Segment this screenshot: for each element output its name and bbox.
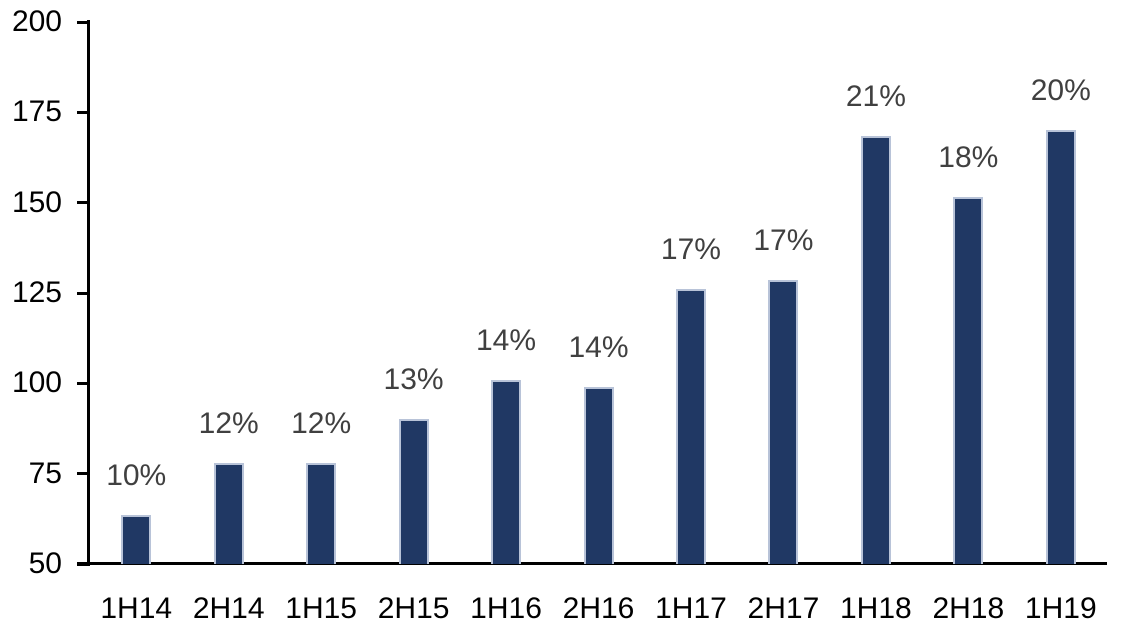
x-axis-label-1h17: 1H17 bbox=[655, 592, 727, 625]
y-axis-tick bbox=[77, 201, 90, 205]
y-axis-tick bbox=[77, 381, 90, 385]
bar-2h18 bbox=[953, 197, 984, 564]
y-axis-tick-label: 50 bbox=[28, 547, 62, 580]
x-axis-label-1h15: 1H15 bbox=[285, 592, 357, 625]
y-axis-tick bbox=[77, 20, 90, 24]
bar-1h15 bbox=[306, 462, 337, 564]
bar-value-label-2h15: 13% bbox=[383, 363, 444, 397]
y-axis-tick-label: 100 bbox=[11, 366, 62, 400]
y-axis-tick-label: 75 bbox=[28, 456, 62, 490]
bar-value-label-1h17: 17% bbox=[660, 233, 721, 267]
bar-value-label-1h14: 10% bbox=[106, 459, 167, 493]
bar-2h17 bbox=[768, 280, 799, 564]
y-axis-tick-label: 175 bbox=[11, 95, 62, 129]
x-axis-label-2h18: 2H18 bbox=[932, 592, 1005, 625]
y-axis-tick bbox=[77, 110, 90, 114]
y-axis-tick-label: 150 bbox=[11, 185, 62, 219]
x-axis-label-2h17: 2H17 bbox=[747, 592, 820, 625]
bar-1h18 bbox=[860, 135, 891, 564]
y-axis-tick bbox=[77, 562, 90, 566]
x-axis-label-1h19: 1H19 bbox=[1024, 592, 1097, 625]
x-axis-label-2h14: 2H14 bbox=[192, 592, 265, 625]
x-axis-label-2h16: 2H16 bbox=[562, 592, 635, 625]
y-axis-tick-label: 125 bbox=[11, 276, 62, 309]
x-axis-label-1h16: 1H16 bbox=[470, 592, 542, 625]
bar-2h14 bbox=[213, 462, 244, 564]
bar-value-label-1h16: 14% bbox=[476, 323, 537, 357]
y-axis-tick-label: 200 bbox=[11, 5, 62, 38]
bar-1h17 bbox=[675, 289, 706, 564]
x-axis-label-1h14: 1H14 bbox=[100, 592, 173, 625]
y-axis-tick bbox=[77, 291, 90, 295]
x-axis-label-2h15: 2H15 bbox=[377, 592, 450, 625]
bar-value-label-2h16: 14% bbox=[568, 330, 629, 364]
bar-1h14 bbox=[121, 515, 152, 564]
bar-2h15 bbox=[398, 419, 429, 564]
bar-value-label-1h19: 20% bbox=[1030, 74, 1091, 108]
bar-value-label-2h14: 12% bbox=[198, 406, 259, 440]
bar-value-label-1h18: 21% bbox=[845, 79, 906, 113]
bar-1h19 bbox=[1045, 130, 1076, 564]
bar-value-label-1h15: 12% bbox=[291, 406, 352, 440]
bar-value-label-2h17: 17% bbox=[753, 224, 814, 258]
bar-value-label-2h18: 18% bbox=[938, 141, 999, 175]
x-axis-label-1h18: 1H18 bbox=[840, 592, 912, 625]
bar-1h16 bbox=[491, 379, 522, 564]
y-axis-tick bbox=[77, 472, 90, 476]
bar-2h16 bbox=[583, 386, 614, 564]
